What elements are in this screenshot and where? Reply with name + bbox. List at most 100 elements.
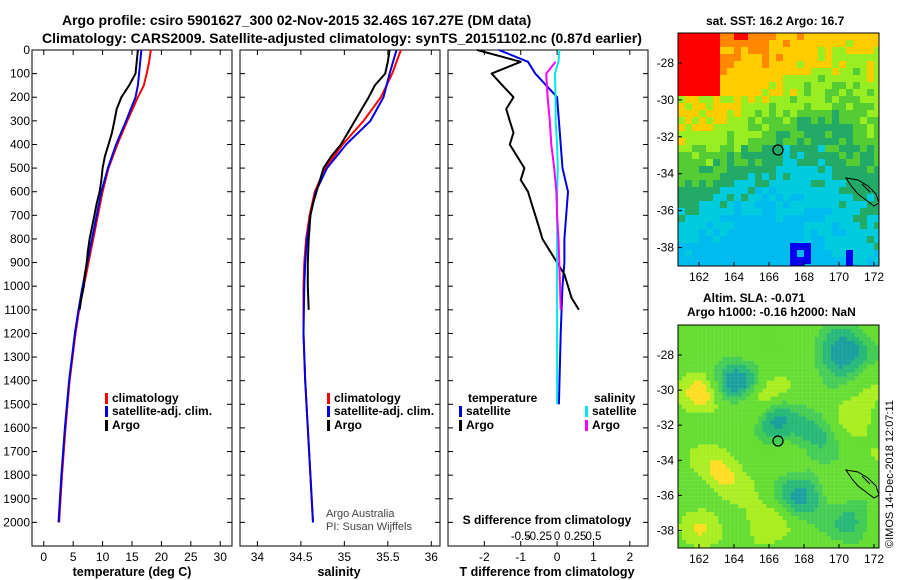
sla-grid-cell xyxy=(686,336,691,342)
sst-grid-cell xyxy=(839,68,846,75)
sst-grid-cell xyxy=(678,257,685,264)
sst-grid-cell xyxy=(797,250,804,257)
sla-grid-cell xyxy=(778,416,783,421)
sla-grid-cell xyxy=(802,444,807,449)
sla-grid-cell xyxy=(826,416,831,421)
sla-grid-cell xyxy=(866,332,872,338)
sla-grid-cell xyxy=(738,328,743,334)
sla-grid-cell xyxy=(758,456,763,461)
sla-grid-cell xyxy=(742,500,747,505)
sst-grid-cell xyxy=(832,250,839,257)
sla-grid-cell xyxy=(810,424,815,429)
sla-grid-cell xyxy=(786,464,791,469)
sla-grid-cell xyxy=(710,504,715,509)
sst-grid-cell xyxy=(699,229,706,236)
sla-grid-cell xyxy=(682,508,687,513)
sla-grid-cell xyxy=(818,428,823,433)
sla-grid-cell xyxy=(762,332,767,338)
sla-grid-cell xyxy=(702,376,707,381)
sla-grid-cell xyxy=(850,328,855,334)
sst-grid-cell xyxy=(874,54,879,61)
sst-grid-cell xyxy=(678,243,685,250)
sla-grid-cell xyxy=(730,332,735,338)
sla-grid-cell xyxy=(798,456,803,461)
sst-grid-cell xyxy=(825,250,832,257)
sst-grid-cell xyxy=(825,61,832,68)
sla-grid-cell xyxy=(774,392,779,397)
sla-grid-cell xyxy=(686,396,691,401)
sla-grid-cell xyxy=(766,440,771,445)
legend-swatch-satellite xyxy=(105,406,108,417)
sla-grid-cell xyxy=(766,336,771,342)
legend-title-salinity: salinity xyxy=(594,391,636,405)
sla-grid-cell xyxy=(678,535,683,541)
sst-grid-cell xyxy=(790,89,797,96)
sla-grid-cell xyxy=(826,348,831,353)
sla-grid-cell xyxy=(790,412,795,417)
sst-grid-cell xyxy=(699,61,706,68)
sla-grid-cell xyxy=(810,512,815,517)
sla-grid-cell xyxy=(750,412,755,417)
sla-grid-cell xyxy=(854,352,859,357)
legend-swatch-s-satellite xyxy=(585,406,588,417)
sst-grid-cell xyxy=(846,61,853,68)
sst-grid-cell xyxy=(839,229,846,236)
sla-grid-cell xyxy=(698,372,703,377)
sst-grid-cell xyxy=(685,82,692,89)
sla-grid-cell xyxy=(738,535,743,541)
sla-grid-cell xyxy=(806,340,811,346)
sst-grid-cell xyxy=(755,47,762,54)
sla-grid-cell xyxy=(742,380,747,385)
map-x-tick-label: 166 xyxy=(759,270,779,284)
sst-grid-cell xyxy=(832,138,839,145)
sla-grid-cell xyxy=(678,504,683,509)
sst-grid-cell xyxy=(783,47,790,54)
sst-grid-cell xyxy=(720,194,727,201)
sst-grid-cell xyxy=(692,229,699,236)
sst-grid-cell xyxy=(699,208,706,215)
sla-grid-cell xyxy=(774,424,779,429)
sst-grid-cell xyxy=(853,138,860,145)
sst-grid-cell xyxy=(692,40,699,47)
sla-grid-cell xyxy=(830,428,835,433)
sst-grid-cell xyxy=(790,47,797,54)
sla-grid-cell xyxy=(858,512,863,517)
sst-grid-cell xyxy=(846,68,853,75)
sla-grid-cell xyxy=(782,520,787,525)
sst-grid-cell xyxy=(755,250,762,257)
sla-grid-cell xyxy=(778,412,783,417)
sla-grid-cell xyxy=(694,332,699,338)
sst-grid-cell xyxy=(762,243,769,250)
sst-grid-cell xyxy=(678,40,685,47)
sla-grid-cell xyxy=(778,376,783,381)
sla-grid-cell xyxy=(818,500,823,505)
sla-grid-cell xyxy=(730,436,735,441)
sla-grid-cell xyxy=(730,527,735,533)
sla-grid-cell xyxy=(810,480,815,485)
sst-grid-cell xyxy=(685,166,692,173)
sla-grid-cell xyxy=(874,436,879,441)
sla-grid-cell xyxy=(838,488,843,493)
sla-grid-cell xyxy=(758,452,763,457)
sst-grid-cell xyxy=(846,138,853,145)
sla-grid-cell xyxy=(838,352,843,357)
sla-grid-cell xyxy=(846,336,851,342)
sla-grid-cell xyxy=(762,524,767,529)
sla-grid-cell xyxy=(686,456,691,461)
sla-grid-cell xyxy=(806,456,811,461)
sla-grid-cell xyxy=(750,535,755,541)
sla-grid-cell xyxy=(710,340,715,346)
sla-grid-cell xyxy=(766,344,771,349)
sla-grid-cell xyxy=(698,516,703,521)
sla-grid-cell xyxy=(694,432,699,437)
sst-grid-cell xyxy=(790,138,797,145)
sla-grid-cell xyxy=(774,340,779,346)
sla-grid-cell xyxy=(842,500,847,505)
sla-grid-cell xyxy=(758,412,763,417)
sla-grid-cell xyxy=(710,492,715,497)
sla-grid-cell xyxy=(678,468,683,473)
sla-grid-cell xyxy=(846,492,851,497)
sla-grid-cell xyxy=(870,468,876,473)
sla-grid-cell xyxy=(706,508,711,513)
sla-grid-cell xyxy=(842,336,847,342)
